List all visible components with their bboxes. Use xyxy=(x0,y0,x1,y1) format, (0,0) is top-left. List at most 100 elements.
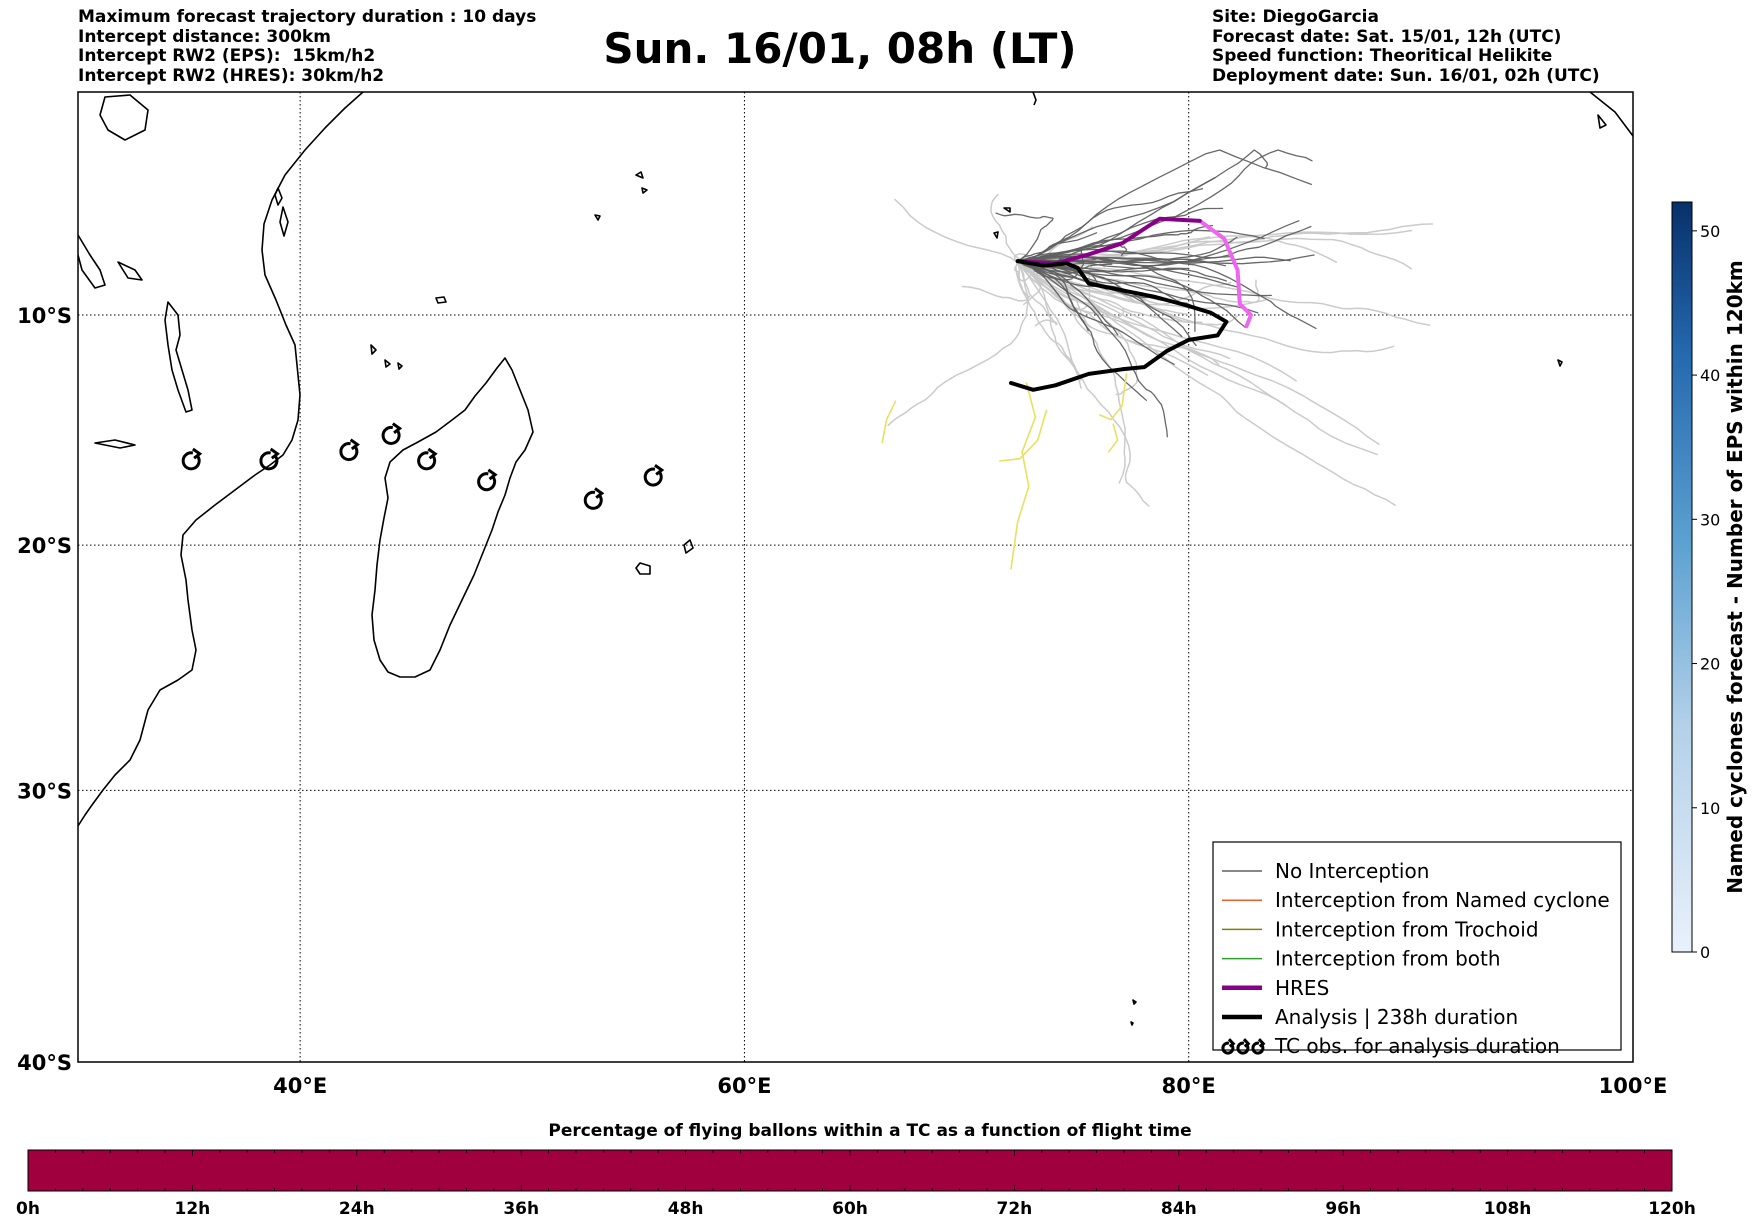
seychelles-island xyxy=(635,171,644,179)
eps-trajectory xyxy=(887,260,1029,427)
bottom-colorbar-tick-label: 96h xyxy=(1325,1199,1361,1219)
tc-obs-icon xyxy=(1236,1038,1251,1055)
tc-obs-icon xyxy=(181,447,203,471)
bottom-colorbar-tick-label: 12h xyxy=(175,1199,211,1219)
right-colorbar-fill xyxy=(1671,201,1693,953)
legend-label: No Interception xyxy=(1275,859,1429,883)
header-left-line: Intercept distance: 300km xyxy=(78,26,331,47)
legend-label: Interception from Trochoid xyxy=(1275,917,1539,941)
bottom-colorbar-tick-label: 24h xyxy=(339,1199,375,1219)
eps-trajectory xyxy=(1017,260,1192,307)
reunion-island xyxy=(635,562,651,575)
eps-trajectory xyxy=(1016,260,1150,507)
legend-label: HRES xyxy=(1275,976,1329,1000)
right-colorbar-tick-label: 10 xyxy=(1700,799,1720,818)
cocos-island xyxy=(1557,359,1563,367)
amsterdam-island xyxy=(1132,999,1137,1005)
eps-trajectory xyxy=(1017,248,1232,262)
chagos-island xyxy=(1003,207,1011,213)
right-colorbar-tick-label: 20 xyxy=(1700,655,1720,674)
bottom-colorbar-tick-label: 60h xyxy=(832,1199,868,1219)
tc-obs-icon xyxy=(381,422,403,445)
aldabra-island xyxy=(435,296,447,304)
bottom-colorbar-title: Percentage of flying ballons within a TC… xyxy=(548,1121,1191,1141)
eps-trajectory xyxy=(1017,260,1175,365)
tc-obs-icon xyxy=(1221,1038,1236,1055)
header-right-line: Forecast date: Sat. 15/01, 12h (UTC) xyxy=(1212,26,1562,47)
legend-label: TC obs. for analysis duration xyxy=(1274,1034,1560,1058)
bottom-colorbar-fill xyxy=(27,1149,1673,1192)
legend-entry: HRES xyxy=(1222,976,1329,1000)
chagos-island xyxy=(993,231,999,239)
lon-tick-label: 40°E xyxy=(273,1074,327,1098)
eps-trajectory xyxy=(1016,260,1082,389)
eps-trajectory xyxy=(894,198,1021,263)
eps-trajectory xyxy=(961,260,1031,302)
hres-track xyxy=(1015,216,1202,266)
map-grid xyxy=(78,92,1633,1062)
right-colorbar-tick-label: 30 xyxy=(1700,510,1720,529)
eps-trajectory-yellow xyxy=(999,409,1048,462)
eps-trajectory-yellow xyxy=(881,400,897,444)
legend-entry: No Interception xyxy=(1222,859,1429,883)
lat-tick-label: 40°S xyxy=(17,1051,72,1075)
right-colorbar-tick-label: 0 xyxy=(1700,943,1710,962)
legend-entry: TC obs. for analysis duration xyxy=(1221,1034,1560,1058)
bottom-colorbar-tick-label: 0h xyxy=(16,1199,40,1219)
eps-trajectory-yellow xyxy=(1107,423,1119,453)
right-colorbar-tick-label: 40 xyxy=(1700,366,1720,385)
zanzibar-island xyxy=(279,206,289,237)
bottom-colorbar: Percentage of flying ballons within a TC… xyxy=(16,1121,1696,1219)
analysis-track xyxy=(1009,259,1229,392)
header-right-line: Site: DiegoGarcia xyxy=(1212,7,1379,27)
header-left-info: Maximum forecast trajectory duration : 1… xyxy=(78,7,536,86)
tc-obs-icon xyxy=(643,464,665,487)
madagascar-coastline xyxy=(371,357,534,678)
legend: No Interception Interception from Named c… xyxy=(1212,841,1622,1058)
eps-trajectory xyxy=(1017,149,1312,263)
sumatra-coastline xyxy=(1589,92,1633,137)
legend-box xyxy=(1212,841,1622,1051)
eps-trajectory xyxy=(1016,260,1396,506)
lake-tanganyika xyxy=(78,234,106,289)
legend-entry: Interception from Named cyclone xyxy=(1222,888,1610,912)
right-colorbar-tick-label: 50 xyxy=(1700,222,1720,241)
header-left-line: Intercept RW2 (EPS): 15km/h2 xyxy=(78,46,376,66)
eps-trajectory xyxy=(1015,260,1082,381)
bottom-colorbar-tick-label: 72h xyxy=(997,1199,1033,1219)
comoros-island xyxy=(370,344,377,355)
header-right-line: Deployment date: Sun. 16/01, 02h (UTC) xyxy=(1212,65,1600,86)
comoros-island xyxy=(384,359,391,368)
eps-trajectory xyxy=(995,212,1054,262)
legend-entry: Interception from both xyxy=(1222,947,1501,971)
map-frame xyxy=(77,91,1634,1063)
africa-coastline xyxy=(78,92,364,827)
tc-obs-icon xyxy=(1251,1038,1266,1055)
maldives-island xyxy=(1032,92,1037,106)
map-area xyxy=(78,92,1633,1062)
simeulue-island xyxy=(1597,114,1607,129)
bottom-colorbar-tick-label: 120h xyxy=(1648,1199,1696,1219)
lake-rukwa xyxy=(117,261,143,281)
lon-tick-label: 60°E xyxy=(717,1074,771,1098)
eps-trajectory xyxy=(1017,260,1272,297)
eps-trajectory xyxy=(1016,260,1431,326)
tc-observations-layer xyxy=(181,422,665,510)
bottom-colorbar-tick-label: 48h xyxy=(668,1199,704,1219)
st-paul-island xyxy=(1130,1021,1134,1026)
eps-trajectory xyxy=(1016,235,1338,263)
eps-trajectory xyxy=(1017,207,1224,262)
header-left-line: Intercept RW2 (HRES): 30km/h2 xyxy=(78,65,385,86)
seychelles-island xyxy=(594,214,601,221)
legend-label: Interception from both xyxy=(1275,947,1501,971)
comoros-island xyxy=(397,362,403,370)
eps-trajectory-yellow xyxy=(1010,382,1037,570)
right-colorbar-label: Named cyclones forecast - Number of EPS … xyxy=(1723,260,1747,894)
header-right-line: Speed function: Theoritical Helikite xyxy=(1212,46,1553,66)
eps-trajectory xyxy=(990,193,1022,262)
mauritius-island xyxy=(683,539,694,554)
legend-entry: Analysis | 238h duration xyxy=(1222,1005,1518,1029)
bottom-colorbar-tick-label: 108h xyxy=(1484,1199,1532,1219)
